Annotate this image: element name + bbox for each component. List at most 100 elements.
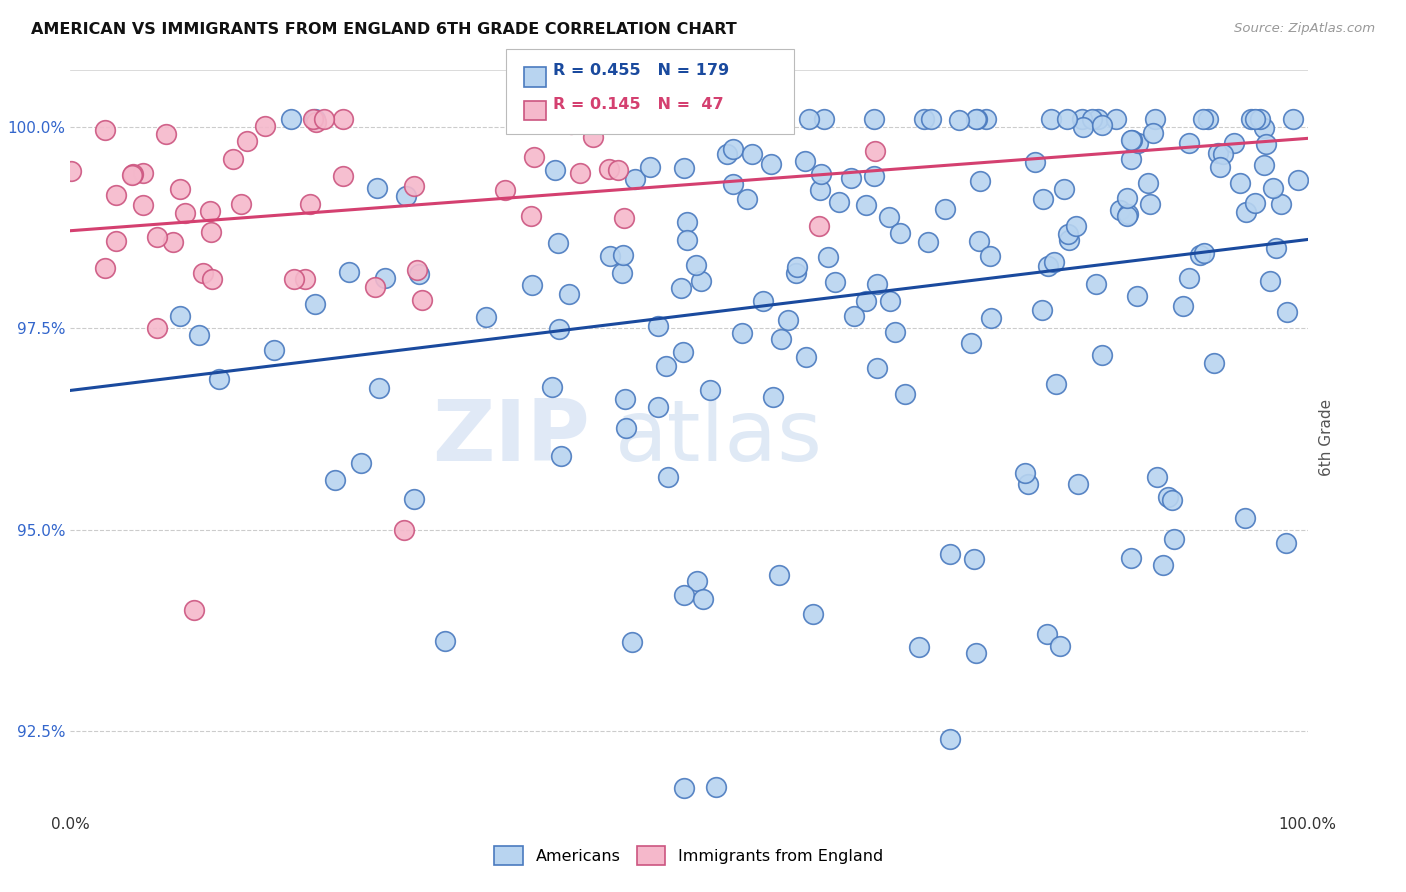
Point: [1244, 195, 1267, 210]
Point: [796, 350, 818, 364]
Point: [201, 272, 224, 286]
Point: [283, 272, 305, 286]
Point: [863, 169, 886, 183]
Point: [1081, 112, 1104, 126]
Point: [1045, 376, 1067, 391]
Point: [686, 574, 709, 589]
Point: [808, 183, 831, 197]
Point: [294, 271, 316, 285]
Point: [1057, 233, 1080, 247]
Point: [169, 309, 191, 323]
Point: [494, 183, 516, 197]
Point: [188, 328, 211, 343]
Point: [1234, 205, 1257, 219]
Point: [1146, 469, 1168, 483]
Point: [672, 344, 695, 359]
Point: [751, 293, 773, 308]
Point: [1253, 158, 1275, 172]
Point: [824, 276, 846, 290]
Point: [332, 169, 354, 184]
Text: Source: ZipAtlas.com: Source: ZipAtlas.com: [1234, 22, 1375, 36]
Point: [612, 266, 634, 280]
Point: [1116, 209, 1139, 223]
Point: [647, 319, 669, 334]
Point: [839, 170, 862, 185]
Point: [544, 163, 567, 178]
Point: [200, 225, 222, 239]
Point: [675, 234, 697, 248]
Point: [807, 219, 830, 233]
Point: [967, 235, 990, 249]
Point: [1178, 270, 1201, 285]
Point: [980, 311, 1002, 326]
Point: [1139, 196, 1161, 211]
Point: [332, 112, 354, 126]
Point: [963, 551, 986, 566]
Point: [162, 235, 184, 250]
Point: [613, 392, 636, 407]
Point: [1126, 289, 1149, 303]
Point: [797, 112, 820, 126]
Point: [155, 127, 177, 141]
Point: [221, 152, 243, 166]
Point: [1142, 126, 1164, 140]
Point: [855, 198, 877, 212]
Point: [1121, 133, 1143, 147]
Point: [842, 309, 865, 323]
Point: [908, 640, 931, 654]
Point: [599, 249, 621, 263]
Point: [768, 567, 790, 582]
Point: [1157, 490, 1180, 504]
Point: [364, 279, 387, 293]
Point: [305, 115, 328, 129]
Point: [1192, 246, 1215, 260]
Point: [889, 227, 911, 241]
Point: [1121, 133, 1143, 147]
Point: [638, 160, 661, 174]
Point: [1222, 136, 1244, 151]
Point: [675, 215, 697, 229]
Point: [598, 162, 620, 177]
Point: [776, 313, 799, 327]
Point: [1014, 466, 1036, 480]
Point: [312, 112, 335, 126]
Point: [828, 194, 851, 209]
Point: [606, 162, 628, 177]
Point: [1204, 356, 1226, 370]
Point: [1171, 299, 1194, 313]
Point: [786, 260, 808, 274]
Point: [1031, 302, 1053, 317]
Point: [1233, 511, 1256, 525]
Point: [1119, 550, 1142, 565]
Point: [624, 172, 647, 186]
Point: [1270, 196, 1292, 211]
Point: [1049, 639, 1071, 653]
Point: [474, 310, 496, 325]
Point: [122, 168, 145, 182]
Point: [146, 321, 169, 335]
Point: [104, 234, 127, 248]
Point: [613, 211, 636, 225]
Point: [730, 326, 752, 340]
Point: [1229, 176, 1251, 190]
Point: [620, 635, 643, 649]
Y-axis label: 6th Grade: 6th Grade: [1319, 399, 1334, 475]
Point: [704, 780, 727, 794]
Point: [550, 449, 572, 463]
Point: [411, 293, 433, 307]
Point: [1192, 112, 1215, 126]
Point: [301, 112, 323, 126]
Point: [1105, 112, 1128, 126]
Point: [323, 473, 346, 487]
Point: [1017, 477, 1039, 491]
Point: [1189, 247, 1212, 261]
Point: [673, 161, 696, 175]
Point: [304, 297, 326, 311]
Point: [1024, 155, 1046, 169]
Point: [402, 491, 425, 506]
Point: [769, 332, 792, 346]
Point: [689, 274, 711, 288]
Point: [121, 168, 143, 182]
Text: AMERICAN VS IMMIGRANTS FROM ENGLAND 6TH GRADE CORRELATION CHART: AMERICAN VS IMMIGRANTS FROM ENGLAND 6TH …: [31, 22, 737, 37]
Point: [568, 165, 591, 179]
